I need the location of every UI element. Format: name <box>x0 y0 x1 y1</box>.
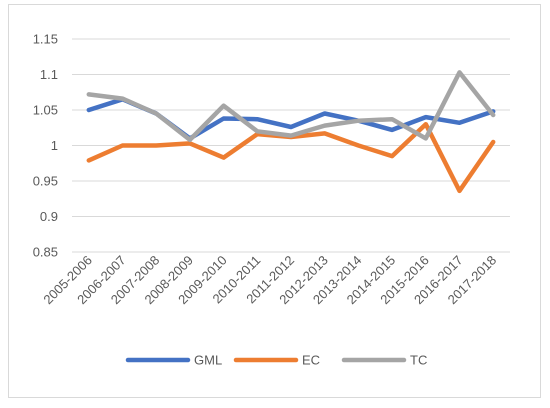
x-axis-ticks: 2005-20062006-20072007-20082008-20092009… <box>40 253 499 308</box>
y-tick-label: 0.85 <box>33 245 58 260</box>
y-tick-label: 0.95 <box>33 174 58 189</box>
series-lines <box>86 70 496 194</box>
y-tick-label: 1.15 <box>33 32 58 47</box>
series-line-tc <box>86 70 496 143</box>
legend-label-ec: EC <box>302 353 320 368</box>
legend-label-gml: GML <box>194 353 222 368</box>
legend-label-tc: TC <box>410 353 427 368</box>
y-tick-label: 0.9 <box>40 209 58 224</box>
legend: GML EC TC <box>125 353 427 368</box>
chart-frame <box>8 4 541 398</box>
series-line-gml <box>86 97 496 141</box>
y-tick-label: 1 <box>51 138 58 153</box>
y-axis-ticks: 0.85 0.9 0.95 1 1.05 1.1 1.15 <box>33 32 58 260</box>
y-tick-label: 1.05 <box>33 103 58 118</box>
y-tick-label: 1.1 <box>40 67 58 82</box>
